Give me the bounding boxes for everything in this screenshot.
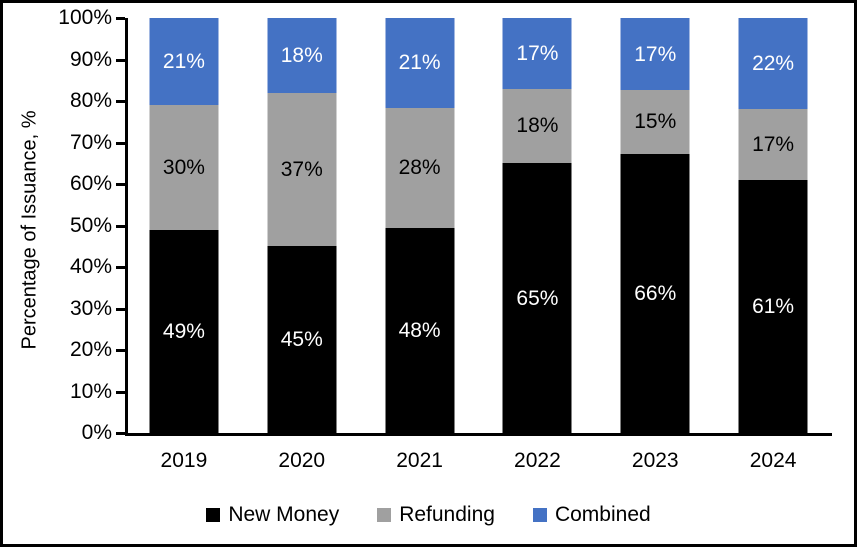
bar-2021: 48% 28% 21% [385, 18, 455, 433]
bar-segment-label: 49% [162, 319, 205, 343]
bar-segment-label: 61% [752, 294, 795, 318]
y-axis-tick-label: 20% [69, 338, 112, 361]
bar-segment-label: 17% [634, 42, 677, 66]
y-axis-tick [116, 349, 125, 352]
y-axis-tick-label: 100% [58, 6, 112, 29]
bar-segment-label: 17% [752, 133, 795, 157]
legend-swatch-combined [532, 508, 547, 522]
bar-segment-label: 30% [162, 155, 205, 179]
bar-segment-combined: 22% [738, 18, 808, 110]
bar-segment-refunding: 37% [267, 92, 337, 247]
bar-segment-label: 66% [634, 281, 677, 305]
x-axis-label-2023: 2023 [631, 449, 679, 472]
y-axis-tick [116, 183, 125, 186]
bar-segment-label: 22% [752, 52, 795, 76]
legend-swatch-refunding [377, 508, 392, 522]
y-axis-tick-label: 0% [81, 421, 112, 444]
bar-2020: 45% 37% 18% [267, 18, 337, 433]
bar-segment-label: 65% [516, 286, 559, 310]
y-axis-tick-label: 50% [69, 213, 112, 237]
x-axis-label-2020: 2020 [278, 449, 326, 472]
bar-segment-combined: 21% [385, 18, 455, 108]
bar-segment-refunding: 28% [385, 107, 455, 228]
bar-segment-label: 28% [398, 156, 441, 180]
legend-label: New Money [228, 503, 340, 526]
legend-label: Refunding [399, 503, 495, 526]
x-axis-label-2022: 2022 [514, 449, 561, 472]
bar-2024: 61% 17% 22% [738, 18, 808, 433]
legend-item-refunding: Refunding [377, 503, 495, 527]
y-axis-tick [116, 307, 125, 311]
bar-segment-label: 45% [280, 328, 323, 352]
y-axis-tick [116, 432, 125, 435]
legend-swatch-new-money [206, 508, 221, 522]
bar-segment-label: 37% [280, 157, 323, 181]
bar-segment-combined: 17% [620, 18, 690, 90]
bar-segment-refunding: 15% [620, 90, 690, 154]
y-axis-tick-label: 60% [69, 172, 112, 195]
bar-2023: 66% 15% 17% [620, 18, 690, 433]
y-axis-tick [116, 17, 125, 20]
x-axis-label-2024: 2024 [749, 449, 797, 472]
legend-label: Combined [554, 503, 651, 526]
bar-segment-label: 17% [516, 41, 559, 65]
y-axis-tick [116, 141, 125, 145]
bar-segment-label: 21% [162, 50, 205, 74]
y-axis-tick [116, 266, 125, 269]
x-axis-label-2021: 2021 [396, 449, 443, 472]
bar-segment-combined: 18% [267, 18, 337, 93]
bar-segment-refunding: 17% [738, 109, 808, 180]
x-axis-line [125, 433, 832, 436]
bar-segment-combined: 17% [502, 18, 572, 89]
bar-segment-new-money: 66% [620, 153, 690, 433]
bar-segment-new-money: 61% [738, 179, 808, 433]
y-axis-tick-label: 90% [69, 47, 112, 71]
bar-segment-label: 15% [634, 110, 677, 134]
legend-item-new-money: New Money [206, 503, 339, 527]
bar-2022: 65% 18% 17% [502, 18, 572, 433]
bar-segment-new-money: 49% [149, 229, 219, 433]
legend-item-combined: Combined [532, 503, 651, 527]
bar-segment-new-money: 48% [385, 227, 455, 433]
y-axis-tick [116, 100, 125, 103]
x-axis-label-2019: 2019 [160, 449, 208, 472]
bar-segment-refunding: 18% [502, 88, 572, 164]
legend: New Money Refunding Combined [3, 500, 854, 530]
y-axis-tick-label: 70% [69, 130, 112, 154]
bar-segment-label: 18% [280, 43, 323, 67]
y-axis-title: Percentage of Issuance, % [18, 110, 41, 350]
bars-layer: 49% 30% 21% 45% 37% 18% 48% 28% 21% 65% 18% 17% 66% 1… [125, 18, 832, 433]
bar-segment-label: 21% [398, 51, 441, 75]
y-axis-tick-label: 80% [69, 89, 112, 112]
y-axis-tick [116, 224, 125, 228]
x-axis-labels: 2019 2020 2021 2022 2023 2024 [125, 449, 832, 475]
y-axis-tick-label: 10% [69, 379, 112, 403]
bar-segment-label: 48% [398, 318, 441, 342]
bar-segment-combined: 21% [149, 18, 219, 106]
bar-segment-label: 18% [516, 114, 559, 138]
y-axis-tick [116, 390, 125, 394]
y-axis-line [125, 18, 128, 436]
y-axis-tick-label: 40% [69, 255, 112, 278]
bar-segment-refunding: 30% [149, 105, 219, 230]
plot-area: 49% 30% 21% 45% 37% 18% 48% 28% 21% 65% 18% 17% 66% 1… [58, 6, 832, 444]
bar-2019: 49% 30% 21% [149, 18, 219, 433]
bar-segment-new-money: 65% [502, 163, 572, 433]
y-axis-tick-label: 30% [69, 296, 112, 320]
bar-segment-new-money: 45% [267, 246, 337, 433]
y-axis-tick [116, 58, 125, 62]
